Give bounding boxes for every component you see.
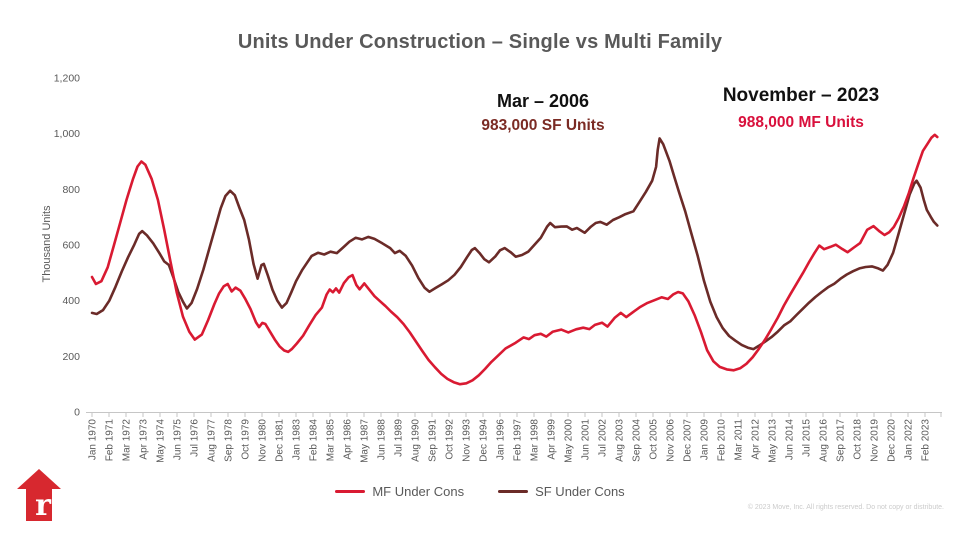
x-tick-label: Sep 2017 xyxy=(836,419,847,462)
x-tick-label: Mar 2011 xyxy=(734,419,745,461)
x-tick-label: Oct 1992 xyxy=(445,419,456,460)
y-tick-label: 1,000 xyxy=(54,128,80,140)
sf-peak-date-annotation: Mar – 2006 xyxy=(496,91,590,111)
x-tick-label: Jan 1970 xyxy=(88,419,99,461)
x-tick-label: Mar 1998 xyxy=(530,419,541,462)
x-tick-label: Feb 1997 xyxy=(513,419,524,462)
x-tick-label: May 1987 xyxy=(360,419,371,463)
x-tick-label: Aug 2003 xyxy=(615,419,626,462)
x-tick-label: Nov 2019 xyxy=(870,419,881,462)
chart-title: Units Under Construction – Single vs Mul… xyxy=(237,31,723,53)
x-tick-label: May 2000 xyxy=(564,419,575,463)
x-tick-label: Nov 1980 xyxy=(258,419,269,462)
chart-legend: MF Under Cons SF Under Cons xyxy=(0,484,960,499)
x-tick-label: Oct 2005 xyxy=(649,419,660,460)
x-tick-label: Jan 2009 xyxy=(700,419,711,461)
copyright-text: © 2023 Move, Inc. All rights reserved. D… xyxy=(747,504,944,511)
x-tick-label: Jan 1983 xyxy=(292,419,303,461)
y-tick-label: 600 xyxy=(62,240,80,252)
mf-line-swatch-icon xyxy=(335,489,366,494)
x-tick-label: Mar 1985 xyxy=(326,419,337,462)
x-tick-label: May 2013 xyxy=(768,419,779,463)
x-tick-label: Sep 1978 xyxy=(224,419,235,462)
x-tick-label: Jan 1996 xyxy=(496,419,507,461)
house-icon xyxy=(17,469,61,521)
x-tick-label: Nov 1993 xyxy=(462,419,473,462)
x-tick-label: Dec 2007 xyxy=(683,419,694,462)
y-tick-label: 200 xyxy=(62,351,80,363)
y-axis-title: Thousand Units xyxy=(41,205,53,283)
x-tick-label: Apr 2012 xyxy=(751,419,762,460)
x-tick-label: Feb 2010 xyxy=(717,419,728,462)
logo-letter: r xyxy=(35,488,52,522)
x-tick-label: Apr 1986 xyxy=(343,419,354,460)
x-tick-label: Jan 2022 xyxy=(904,419,915,461)
x-tick-label: Dec 1981 xyxy=(275,419,286,462)
x-tick-label: Nov 2006 xyxy=(666,419,677,462)
legend-label-sf: SF Under Cons xyxy=(535,484,625,499)
x-tick-label: Feb 1971 xyxy=(105,419,116,462)
x-tick-label: May 1974 xyxy=(156,419,167,463)
x-tick-label: Aug 1990 xyxy=(411,419,422,462)
x-tick-label: Jun 2014 xyxy=(785,419,796,461)
x-tick-label: Oct 2018 xyxy=(853,419,864,460)
legend-item-sf: SF Under Cons xyxy=(498,484,625,499)
mf-peak-value-annotation: 988,000 MF Units xyxy=(738,114,864,131)
y-tick-label: 1,200 xyxy=(54,73,80,85)
x-tick-label: Jul 2002 xyxy=(598,419,609,457)
sf-series-line xyxy=(90,137,939,351)
legend-label-mf: MF Under Cons xyxy=(372,484,465,499)
legend-item-mf: MF Under Cons xyxy=(335,484,464,499)
x-tick-label: Jun 2001 xyxy=(581,419,592,461)
mf-peak-date-annotation: November – 2023 xyxy=(722,85,880,106)
sf-peak-value-annotation: 983,000 SF Units xyxy=(481,117,605,134)
x-tick-label: Feb 2023 xyxy=(921,419,932,462)
x-tick-label: Jul 1989 xyxy=(394,419,405,457)
x-tick-label: Jul 2015 xyxy=(802,419,813,457)
x-tick-label: Aug 2016 xyxy=(819,419,830,462)
x-tick-label: Dec 2020 xyxy=(887,419,898,462)
x-tick-label: Dec 1994 xyxy=(479,419,490,462)
realtor-house-logo: r xyxy=(17,469,61,522)
x-tick-label: Jun 1975 xyxy=(173,419,184,461)
x-tick-label: Apr 1999 xyxy=(547,419,558,460)
sf-line-swatch-icon xyxy=(498,489,529,494)
x-tick-label: Mar 1972 xyxy=(122,419,133,462)
x-tick-label: Feb 1984 xyxy=(309,419,320,462)
y-tick-label: 0 xyxy=(74,407,80,419)
x-tick-label: Sep 2004 xyxy=(632,419,643,462)
y-tick-label: 800 xyxy=(62,184,80,196)
mf-series-line xyxy=(90,133,939,386)
y-tick-label: 400 xyxy=(62,295,80,307)
x-tick-label: Aug 1977 xyxy=(207,419,218,462)
x-tick-label: Oct 1979 xyxy=(241,419,252,460)
x-tick-label: Sep 1991 xyxy=(428,419,439,462)
x-tick-label: Apr 1973 xyxy=(139,419,150,460)
x-tick-label: Jul 1976 xyxy=(190,419,201,457)
x-tick-label: Jun 1988 xyxy=(377,419,388,461)
